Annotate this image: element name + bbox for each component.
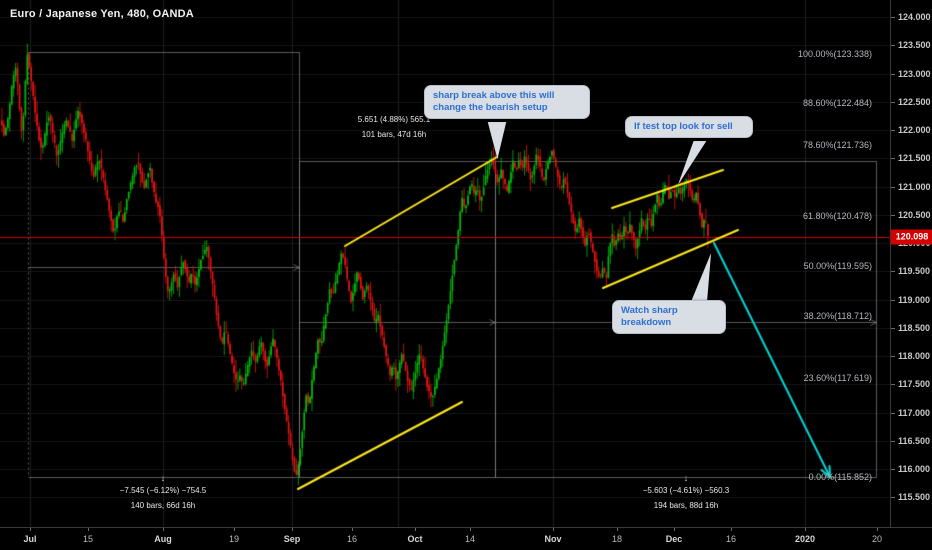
measure-label: 5.651 (4.88%) 565.1 101 bars, 47d 16h (357, 115, 431, 139)
time-axis-label: Sep (283, 534, 301, 544)
price-axis-tick (891, 74, 895, 75)
price-axis-tick (891, 45, 895, 46)
time-axis-label: Jul (23, 534, 37, 544)
time-axis-label: 16 (346, 534, 358, 544)
fib-level-label: 88.60%(122.484) (802, 97, 872, 108)
time-axis-label: 15 (82, 534, 94, 544)
time-axis-tick (415, 528, 416, 531)
time-axis-label: 14 (464, 534, 476, 544)
price-axis-tick (891, 17, 895, 18)
price-axis-label: 121.000 (898, 181, 931, 192)
time-axis-tick (805, 528, 806, 531)
price-axis-label: 117.000 (898, 407, 931, 418)
time-axis-tick (292, 528, 293, 531)
fib-level-label: 50.00%(119.595) (803, 260, 872, 271)
price-axis-label: 116.500 (898, 435, 931, 446)
annotation-bubble-watch-breakdown[interactable]: Watch sharp breakdown (612, 300, 726, 334)
price-axis-tick (891, 497, 895, 498)
time-axis-label: Dec (665, 534, 683, 544)
fib-level-label: 61.80%(120.478) (802, 210, 872, 221)
time-axis-tick (30, 528, 31, 531)
price-axis-tick (891, 130, 895, 131)
measure-direction-icon: ↓ (683, 473, 689, 483)
price-axis-tick (891, 384, 895, 385)
time-axis[interactable]: Jul 15 Aug 19 Sep 16 Oct 14 Nov 18 Dec 16 2020 20 (0, 527, 932, 550)
time-axis-tick (617, 528, 618, 531)
time-axis-tick (553, 528, 554, 531)
time-axis-tick (674, 528, 675, 531)
fib-level-label: 0.00%(115.852) (808, 472, 872, 483)
measure-label: −7.545 (−6.12%) −754.5 140 bars, 66d 16h (119, 486, 207, 510)
time-axis-tick (163, 528, 164, 531)
price-axis-label: 118.000 (898, 351, 931, 361)
price-axis-tick (891, 413, 895, 414)
time-axis-label: 18 (611, 534, 623, 544)
measure-label: −5.603 (−4.61%) −560.3 194 bars, 88d 16h (642, 486, 730, 510)
time-axis-label: Nov (544, 534, 562, 544)
price-axis-label: 123.000 (898, 68, 931, 79)
price-axis-label: 122.000 (898, 125, 931, 135)
price-axis-label: 119.000 (898, 294, 931, 305)
time-axis-tick (877, 528, 878, 531)
price-axis-tick (891, 356, 895, 357)
fib-level-label: 38.20%(118.712) (803, 310, 872, 321)
time-axis-tick (352, 528, 353, 531)
time-axis-label: Oct (407, 534, 423, 544)
price-axis-label: 120.500 (898, 209, 931, 220)
annotation-bubble-test-top-sell[interactable]: If test top look for sell (625, 116, 753, 138)
time-axis-tick (88, 528, 89, 531)
time-axis-label: Aug (154, 534, 172, 544)
fib-level-label: 23.60%(117.619) (803, 372, 872, 383)
time-axis-tick (731, 528, 732, 531)
price-axis-tick (891, 271, 895, 272)
price-axis-label: 117.500 (898, 379, 931, 390)
time-axis-label: 2020 (794, 534, 816, 544)
price-chart-canvas[interactable] (0, 0, 890, 527)
time-axis-label: 16 (725, 534, 737, 544)
price-axis-label: 116.000 (898, 464, 931, 474)
price-axis-tick (891, 441, 895, 442)
price-axis-tick (891, 158, 895, 159)
annotation-bubble-bearish-setup[interactable]: sharp break above this will change the b… (424, 85, 590, 119)
price-axis-label: 118.500 (898, 322, 931, 333)
time-axis-tick (470, 528, 471, 531)
price-axis-tick (891, 102, 895, 103)
price-axis-tick (891, 187, 895, 188)
price-axis-label: 121.500 (898, 153, 931, 164)
fib-level-label: 78.60%(121.736) (802, 139, 872, 150)
time-axis-label: 19 (228, 534, 240, 544)
time-axis-label: 20 (871, 534, 883, 544)
fib-level-label: 100.00%(123.338) (797, 49, 872, 60)
price-axis-tick (891, 300, 895, 301)
price-axis-label: 122.500 (898, 96, 931, 107)
price-axis-label: 124.000 (898, 12, 931, 22)
price-axis-tick (891, 469, 895, 470)
symbol-title: Euro / Japanese Yen, 480, OANDA (10, 8, 194, 20)
time-axis-tick (234, 528, 235, 531)
price-axis-label: 115.500 (898, 492, 931, 503)
price-axis-label: 123.500 (898, 40, 931, 51)
price-axis-tick (891, 215, 895, 216)
measure-direction-icon: ↓ (160, 473, 166, 483)
last-price-badge: 120.098 (891, 229, 932, 245)
price-axis-label: 119.500 (898, 266, 931, 277)
price-axis[interactable]: 120.098 124.000 123.500 123.000 122.500 122.… (890, 0, 932, 527)
price-axis-tick (891, 328, 895, 329)
